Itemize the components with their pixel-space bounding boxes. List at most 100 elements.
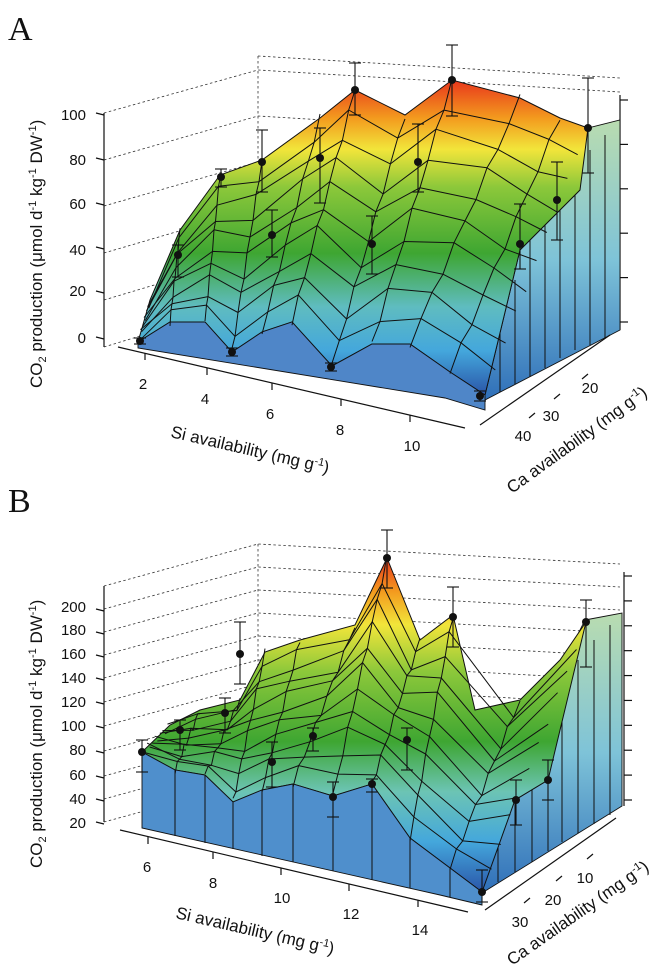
- panel-b-skirt-lines: [174, 770, 451, 897]
- panel-a-side-wall-lines: [499, 135, 606, 392]
- panel-a-data-point: [584, 124, 592, 132]
- panel-a-mesh-col: [261, 113, 321, 335]
- panel-a-data-point: [476, 392, 484, 400]
- panel-a-y-tick-marks: [95, 112, 105, 340]
- panel-a-data-point: [258, 158, 266, 166]
- panel-b-z-tick-2: 10: [577, 870, 594, 887]
- panel-b-data-point: [582, 618, 590, 626]
- panel-b-data-point: [268, 758, 276, 766]
- panel-a-mesh-col: [449, 120, 561, 374]
- panel-a-front-skirt: [137, 321, 486, 411]
- panel-b-mesh-col: [174, 713, 200, 775]
- panel-b-x-tick-3: 12: [343, 906, 360, 923]
- panel-b-mesh-col: [449, 700, 521, 870]
- panel-b: B: [8, 483, 651, 969]
- panel-b-y-tick-6: 140: [61, 670, 86, 687]
- panel-a-data-point: [414, 158, 422, 166]
- panel-a-data-point: [316, 154, 324, 162]
- panel-a-data-point: [327, 363, 335, 371]
- panel-b-data-point: [383, 554, 391, 562]
- panel-b-mesh-col: [204, 698, 241, 775]
- panel-b-x-tick-0: 6: [143, 859, 151, 876]
- panel-b-x-axis: [119, 829, 469, 913]
- panel-a-y-tick-4: 80: [69, 152, 86, 169]
- panel-b-y-tick-9: 200: [61, 599, 86, 616]
- panel-b-data-point: [544, 776, 552, 784]
- panel-b-data-point: [309, 732, 317, 740]
- panel-b-y-tick-4: 100: [61, 718, 86, 735]
- panel-b-data-point: [478, 888, 486, 896]
- panel-a-z-tick-1: 30: [543, 408, 560, 425]
- panel-b-data-point: [403, 736, 411, 744]
- panel-b-y-tick-5: 120: [61, 694, 86, 711]
- panel-a-x-tick-3: 8: [336, 422, 344, 439]
- panel-b-z-tick-1: 20: [545, 892, 562, 909]
- panel-b-z-ticks-marks: [523, 853, 594, 904]
- panel-a-x-tick-0: 2: [139, 376, 147, 393]
- panel-a-mesh: [138, 78, 578, 374]
- panel-b-x-ticks-marks: [147, 837, 419, 907]
- panel-a-data-point: [268, 231, 276, 239]
- panel-a-data-point: [217, 173, 225, 181]
- panel-letter-a: A: [8, 11, 33, 48]
- panel-a-z-axis: [479, 334, 611, 426]
- panel-a-x-ticks-marks: [144, 353, 411, 422]
- panel-a-x-tick-4: 10: [404, 438, 421, 455]
- panel-b-x-tick-4: 14: [412, 922, 429, 939]
- panel-a-y-tick-5: 100: [61, 107, 86, 124]
- panel-a-data-point: [553, 196, 561, 204]
- panel-a-z-tick-0: 40: [515, 428, 532, 445]
- panel-b-y-tick-0: 20: [69, 815, 86, 832]
- panel-b-y-tick-1: 40: [69, 791, 86, 808]
- panel-a-right-ticks: [620, 99, 628, 323]
- panel-a-data-point: [228, 348, 236, 356]
- panel-a-y-tick-1: 20: [69, 283, 86, 300]
- panel-a-mesh-col: [371, 78, 453, 342]
- panel-b-x-tick-2: 10: [274, 890, 291, 907]
- panel-b-mesh-col: [371, 637, 421, 782]
- panel-a-z-ticks-marks: [528, 373, 589, 419]
- panel-b-mesh-col: [409, 618, 454, 842]
- panel-b-data-point: [138, 748, 146, 756]
- panel-a-mesh-col: [204, 178, 221, 322]
- panel-a-x-axis-label: Si availability (mg g-1): [169, 422, 331, 477]
- panel-b-side-wall-lines: [497, 625, 611, 882]
- panel-b-mesh-col: [332, 554, 388, 794]
- panel-b-mesh-col: [292, 627, 356, 788]
- panel-b-x-axis-label: Si availability (mg g-1): [174, 903, 336, 958]
- panel-b-data-point: [176, 726, 184, 734]
- panel-a-x-tick-2: 6: [266, 406, 274, 423]
- panel-a-mesh-col: [291, 90, 356, 326]
- panel-b-y-tick-2: 60: [69, 767, 86, 784]
- panel-b-data-point: [236, 650, 244, 658]
- panel-a-y-tick-0: 0: [78, 330, 86, 347]
- panel-a: A: [8, 11, 651, 497]
- panel-letter-b: B: [8, 483, 31, 520]
- panel-b-data-point: [329, 793, 337, 801]
- panel-a-z-tick-2: 20: [582, 380, 599, 397]
- panel-b-y-tick-7: 160: [61, 646, 86, 663]
- panel-a-data-point: [516, 240, 524, 248]
- panel-a-y-tick-3: 60: [69, 196, 86, 213]
- panel-b-data-points: [136, 529, 592, 903]
- panel-a-x-axis: [117, 346, 466, 429]
- panel-b-y-tick-3: 80: [69, 742, 86, 759]
- panel-b-right-ticks: [624, 575, 632, 801]
- panel-a-y-axis-label: CO2 production (μmol d-1 kg-1 DW-1): [27, 120, 49, 388]
- panel-b-z-tick-0: 30: [512, 914, 529, 931]
- panel-a-data-point: [136, 337, 144, 345]
- panel-b-data-point: [221, 709, 229, 717]
- panel-a-mesh-col: [331, 118, 406, 364]
- panel-b-z-axis: [484, 817, 617, 911]
- panel-b-mesh-col: [232, 648, 266, 799]
- panel-a-data-point: [448, 76, 456, 84]
- panel-a-data-point: [174, 251, 182, 259]
- panel-a-x-tick-1: 4: [201, 391, 209, 408]
- panel-a-data-point: [351, 86, 359, 94]
- panel-b-data-point: [512, 796, 520, 804]
- panel-b-data-point: [449, 613, 457, 621]
- panel-b-data-point: [368, 780, 376, 788]
- panel-b-x-tick-1: 8: [209, 875, 217, 892]
- panel-b-y-axis-label: CO2 production (μmol d-1 kg-1 DW-1): [27, 600, 49, 868]
